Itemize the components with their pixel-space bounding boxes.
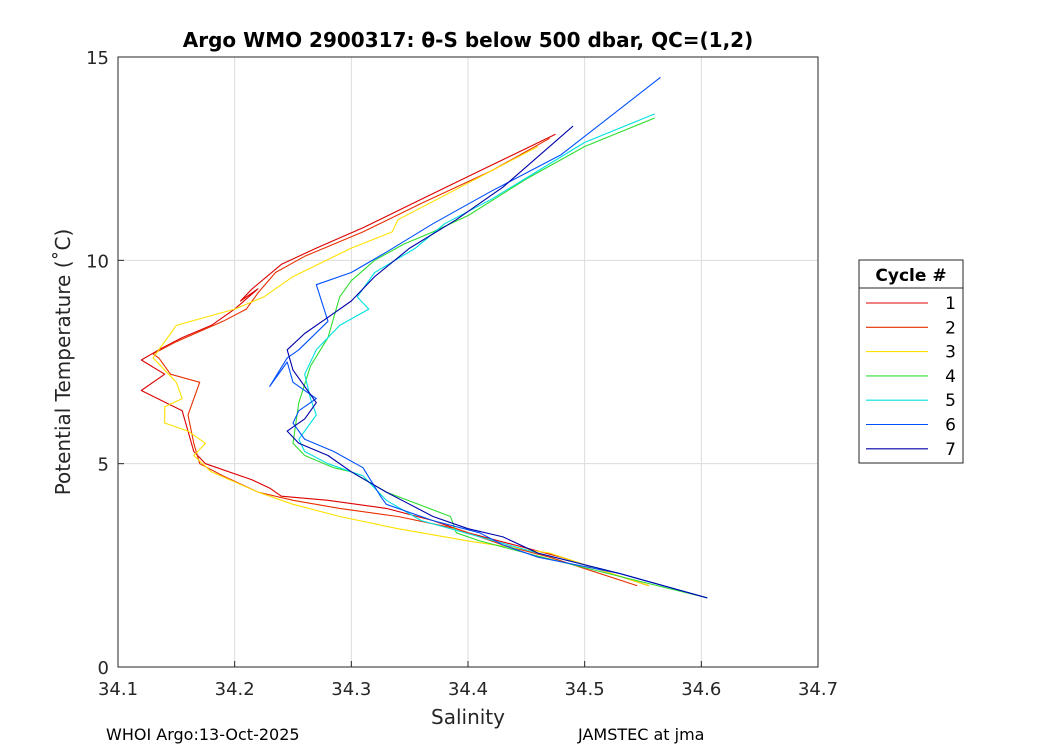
x-axis-label: Salinity: [431, 705, 505, 729]
series-line-cycle-5: [298, 113, 708, 599]
series-line-cycle-1: [140, 133, 649, 587]
legend-label-cycle-6: 6: [945, 416, 956, 436]
series-line-cycle-2: [152, 137, 638, 587]
legend-box: [858, 259, 964, 464]
x-tick-label: 34.7: [798, 679, 838, 700]
legend-label-cycle-7: 7: [945, 440, 956, 460]
grid: [117, 56, 819, 668]
series-line-cycle-7: [286, 125, 708, 599]
legend-title: Cycle #: [875, 266, 946, 286]
y-tick-label: 0: [98, 658, 109, 679]
footer-agency: JAMSTEC at jma: [578, 725, 705, 744]
chart-title: Argo WMO 2900317: θ-S below 500 dbar, QC…: [183, 28, 753, 52]
series-line-cycle-4: [292, 117, 708, 599]
legend-label-cycle-2: 2: [945, 318, 956, 338]
legend: Cycle # 1 2 3 4 5 6 7: [858, 259, 964, 464]
y-axis-label: Potential Temperature (˚C): [51, 229, 75, 496]
legend-label-cycle-4: 4: [945, 367, 956, 387]
y-tick-label: 15: [86, 48, 109, 69]
legend-label-cycle-1: 1: [945, 294, 956, 314]
y-tick-label: 5: [98, 455, 109, 476]
series-lines: [140, 76, 708, 599]
x-tick-label: 34.2: [215, 679, 255, 700]
legend-label-cycle-5: 5: [945, 391, 956, 411]
legend-label-cycle-3: 3: [945, 343, 956, 363]
x-tick-label: 34.3: [331, 679, 371, 700]
x-tick-label: 34.4: [448, 679, 488, 700]
x-tick-label: 34.5: [565, 679, 605, 700]
x-tick-label: 34.1: [98, 679, 138, 700]
series-line-cycle-3: [152, 146, 649, 587]
footer-source-date: WHOI Argo:13-Oct-2025: [106, 725, 300, 744]
x-tick-label: 34.6: [681, 679, 721, 700]
y-tick-label: 10: [86, 251, 109, 272]
axis-ticks: 34.1 34.2 34.3 34.4 34.5 34.6 34.7 0 5 10 15: [86, 48, 838, 700]
series-line-cycle-6: [269, 76, 708, 599]
